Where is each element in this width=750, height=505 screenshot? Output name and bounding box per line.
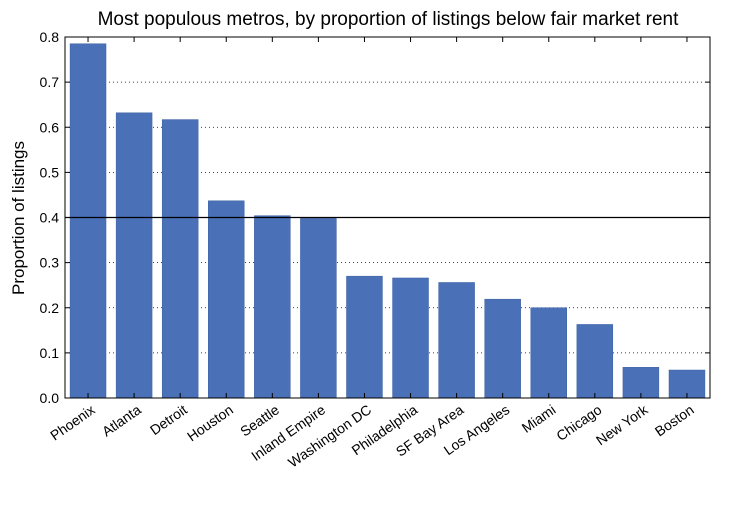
bar [622, 367, 660, 399]
x-tick-label: Phoenix [47, 401, 98, 443]
bar [254, 215, 291, 399]
bar [576, 324, 614, 399]
y-tick-label: 0.3 [40, 255, 60, 271]
y-axis-ticks: 0.0 0.1 0.2 0.3 0.4 0.5 0.6 0.7 0.8 [40, 29, 710, 406]
x-tick-label: Detroit [147, 401, 190, 438]
bars [69, 43, 706, 399]
x-tick-label: Atlanta [99, 401, 144, 439]
bar [300, 218, 337, 399]
bar [438, 282, 475, 399]
y-tick-label: 0.1 [40, 345, 60, 361]
y-tick-label: 0.4 [40, 210, 60, 226]
x-tick-label: Boston [652, 401, 697, 439]
bar [346, 275, 383, 399]
y-tick-label: 0.7 [40, 74, 60, 90]
y-axis-label: Proportion of listings [9, 141, 28, 295]
bar [161, 119, 199, 399]
bar [392, 277, 429, 399]
bar [69, 43, 107, 399]
bar [530, 307, 567, 399]
chart-title: Most populous metros, by proportion of l… [98, 9, 680, 30]
bar [208, 200, 245, 399]
bar [115, 112, 153, 399]
y-tick-label: 0.8 [40, 29, 60, 45]
y-tick-label: 0.0 [40, 390, 60, 406]
y-tick-label: 0.6 [40, 119, 60, 135]
bar [484, 298, 521, 399]
y-tick-label: 0.2 [40, 300, 60, 316]
x-tick-label: New York [593, 401, 651, 449]
x-tick-label: Houston [184, 401, 236, 444]
y-tick-label: 0.5 [40, 164, 60, 180]
